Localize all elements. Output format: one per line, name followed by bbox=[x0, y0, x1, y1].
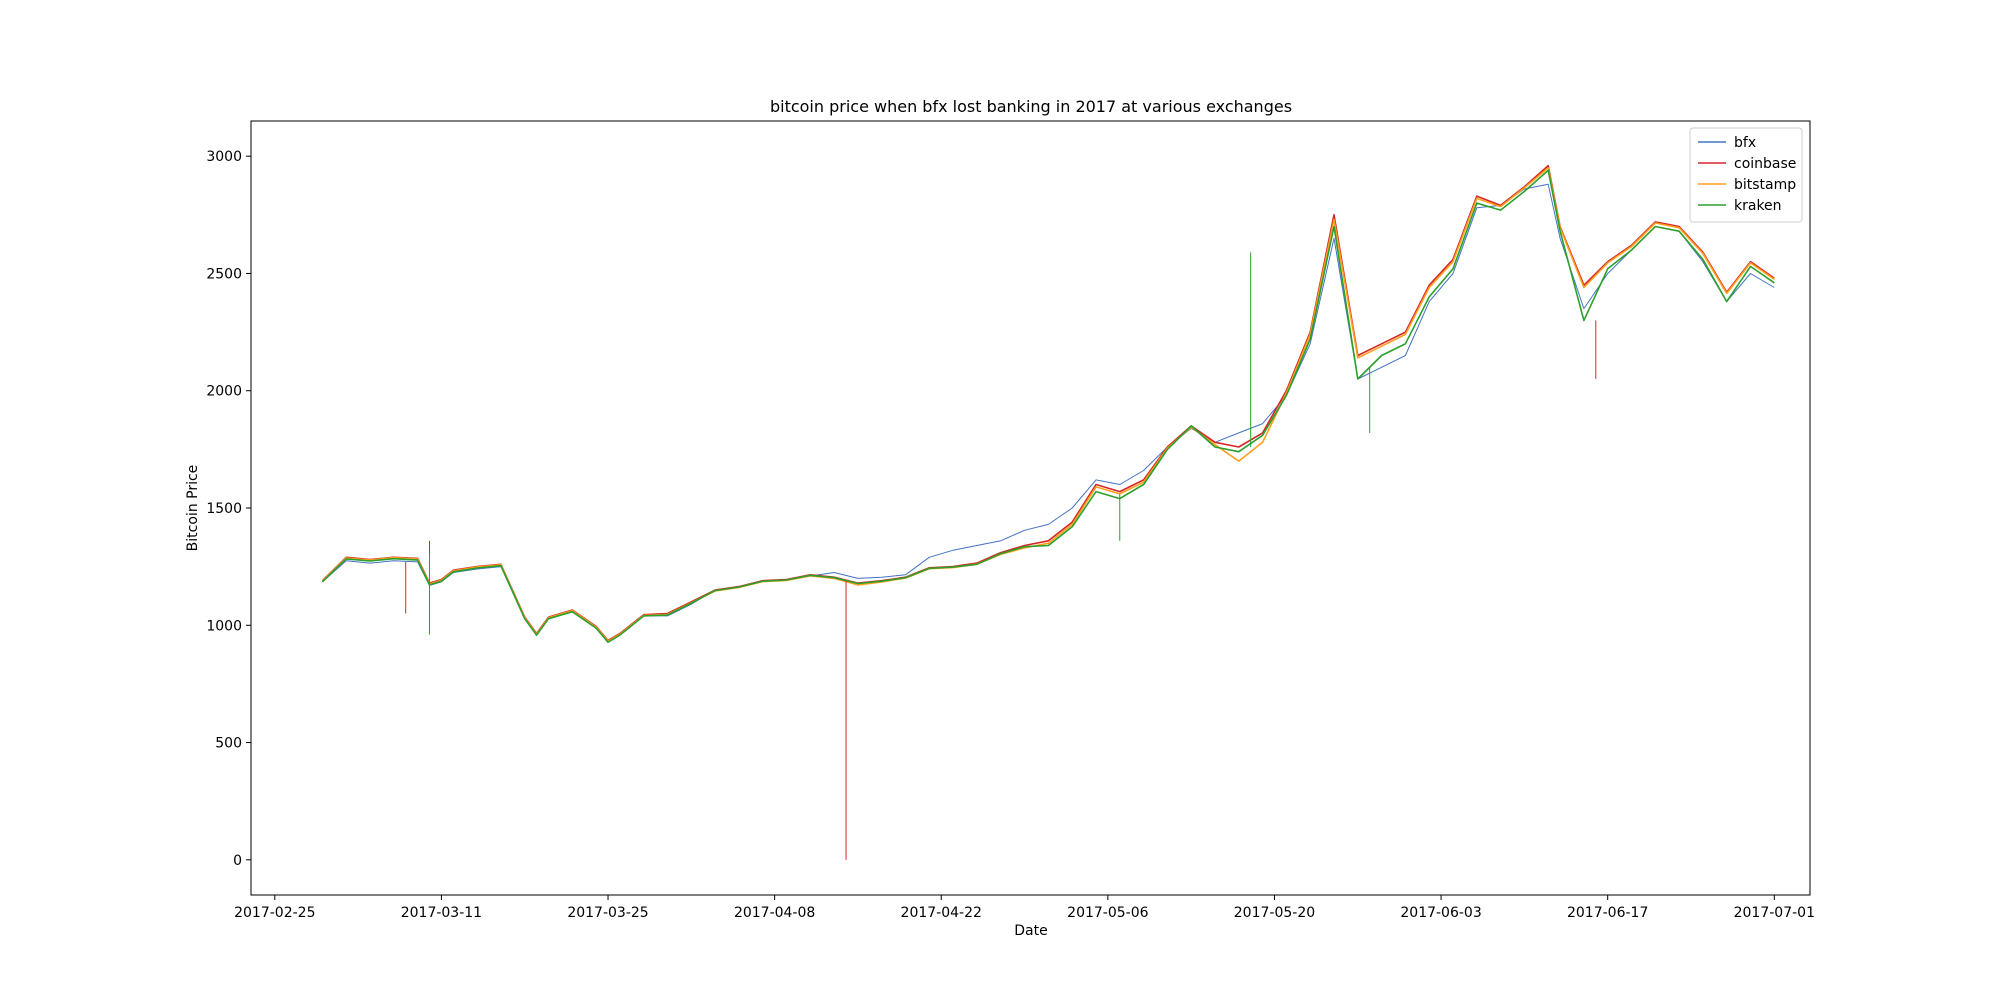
x-tick-label: 2017-04-08 bbox=[734, 905, 815, 921]
x-tick-label: 2017-06-17 bbox=[1567, 905, 1648, 921]
y-axis-label: Bitcoin Price bbox=[185, 465, 201, 552]
series-line-bfx bbox=[322, 183, 1775, 643]
y-tick-label: 1500 bbox=[206, 501, 242, 517]
legend-label-kraken: kraken bbox=[1734, 198, 1782, 214]
plot-area bbox=[321, 164, 1775, 860]
y-tick-label: 0 bbox=[233, 853, 242, 869]
plot-frame bbox=[250, 120, 1811, 896]
y-tick-label: 3000 bbox=[206, 149, 242, 165]
x-tick-label: 2017-07-01 bbox=[1734, 905, 1815, 921]
legend-label-bitstamp: bitstamp bbox=[1734, 177, 1796, 193]
x-axis-label: Date bbox=[1014, 923, 1047, 939]
x-tick-label: 2017-04-22 bbox=[901, 905, 982, 921]
legend: bfx coinbase bitstamp kraken bbox=[1689, 127, 1803, 223]
x-axis: 2017-02-25 2017-03-11 2017-03-25 2017-04-08… bbox=[234, 895, 1815, 921]
legend-frame bbox=[1689, 127, 1803, 223]
x-tick-label: 2017-03-25 bbox=[567, 905, 648, 921]
legend-label-bfx: bfx bbox=[1734, 135, 1756, 151]
chart-title: bitcoin price when bfx lost banking in 2… bbox=[770, 97, 1292, 116]
y-tick-label: 500 bbox=[215, 736, 242, 752]
x-tick-label: 2017-06-03 bbox=[1400, 905, 1481, 921]
x-tick-label: 2017-05-06 bbox=[1067, 905, 1148, 921]
series-line-bitstamp bbox=[321, 167, 1775, 642]
y-tick-label: 2000 bbox=[206, 384, 242, 400]
y-tick-label: 1000 bbox=[206, 618, 242, 634]
legend-label-coinbase: coinbase bbox=[1734, 156, 1796, 172]
y-tick-label: 2500 bbox=[206, 266, 242, 282]
x-tick-label: 2017-05-20 bbox=[1234, 905, 1315, 921]
y-axis: 0 500 1000 1500 2000 2500 3000 bbox=[206, 149, 251, 869]
series-line-kraken bbox=[321, 169, 1775, 643]
x-tick-label: 2017-03-11 bbox=[401, 905, 482, 921]
x-tick-label: 2017-02-25 bbox=[234, 905, 315, 921]
series-line-coinbase bbox=[321, 164, 1775, 642]
